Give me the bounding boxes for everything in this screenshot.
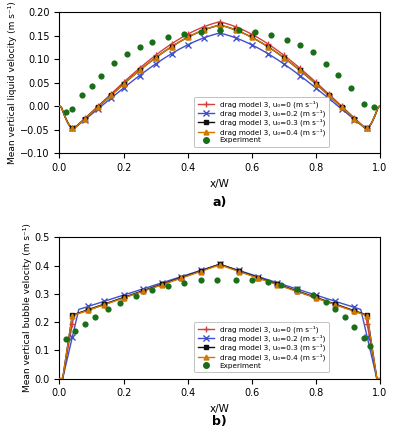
Point (197, 277, 204, 284)
Point (249, 277, 255, 284)
Point (197, 28, 204, 35)
Point (111, 59, 117, 66)
Point (361, 101, 367, 108)
X-axis label: x/W: x/W (210, 179, 230, 189)
Point (213, 276, 220, 283)
Point (367, 343, 373, 350)
Y-axis label: Mean vertical bubble velocity (m s⁻¹): Mean vertical bubble velocity (m s⁻¹) (23, 224, 32, 392)
Point (232, 276, 239, 283)
Point (137, 44, 143, 51)
Point (149, 38, 156, 45)
Point (63, 336, 69, 343)
Point (165, 34, 171, 41)
Point (361, 334, 367, 341)
Point (63, 109, 69, 116)
Point (351, 323, 358, 330)
Point (124, 51, 130, 58)
Point (117, 300, 124, 307)
Point (322, 298, 329, 305)
Point (72, 327, 79, 334)
Point (181, 30, 188, 37)
Point (265, 278, 271, 285)
Point (293, 286, 300, 293)
Point (79, 91, 85, 98)
Y-axis label: Mean vertical liquid velocity (m s⁻¹): Mean vertical liquid velocity (m s⁻¹) (8, 1, 17, 164)
Point (284, 37, 290, 44)
Point (88, 83, 95, 90)
Point (91, 314, 98, 321)
Point (371, 103, 377, 110)
Point (322, 60, 329, 67)
Point (217, 26, 223, 33)
Point (69, 105, 76, 112)
Point (105, 306, 111, 313)
Point (268, 32, 274, 39)
Legend: drag model 3, u₀=0 (m s⁻¹), drag model 3, u₀=0.2 (m s⁻¹), drag model 3, u₀=0.3 (: drag model 3, u₀=0 (m s⁻¹), drag model 3… (194, 322, 329, 372)
Text: a): a) (213, 196, 227, 209)
Point (133, 293, 139, 300)
Point (278, 281, 284, 288)
Text: b): b) (212, 415, 227, 428)
Point (98, 72, 104, 79)
Point (149, 287, 156, 294)
Point (252, 29, 258, 36)
Point (332, 305, 338, 312)
Point (342, 314, 348, 321)
Point (310, 49, 316, 56)
Legend: drag model 3, u₀=0 (m s⁻¹), drag model 3, u₀=0.2 (m s⁻¹), drag model 3, u₀=0.3 (: drag model 3, u₀=0 (m s⁻¹), drag model 3… (194, 96, 329, 147)
Point (297, 42, 303, 49)
Point (82, 320, 88, 327)
Point (165, 282, 171, 290)
Point (181, 279, 188, 286)
Point (310, 292, 316, 299)
Point (236, 26, 242, 33)
X-axis label: x/W: x/W (210, 404, 230, 414)
Point (348, 84, 354, 91)
Point (335, 71, 341, 78)
